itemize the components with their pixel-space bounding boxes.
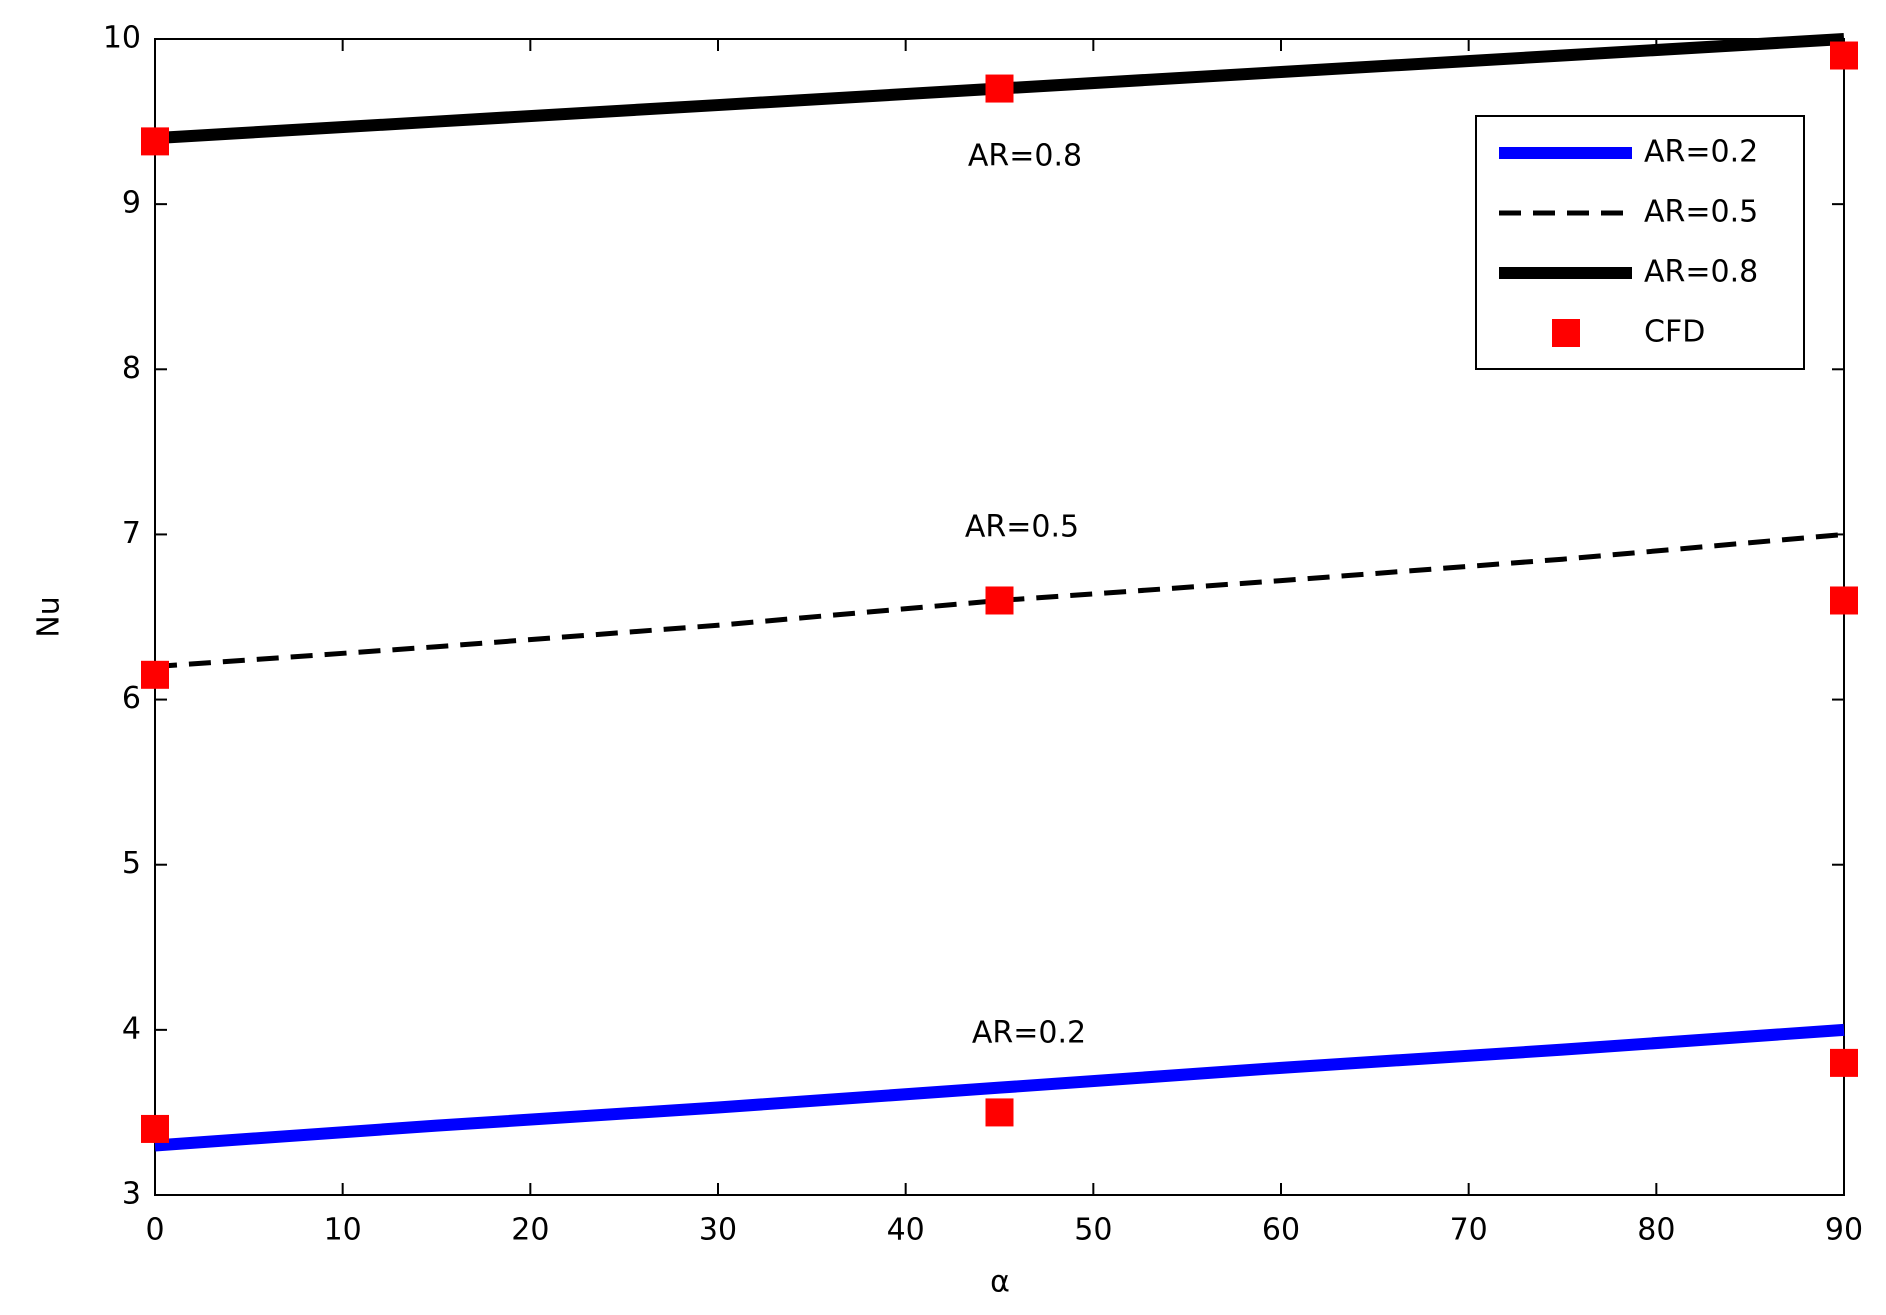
x-tick-label: 50 [1074, 1213, 1112, 1248]
x-tick-label: 20 [511, 1213, 549, 1248]
cfd-marker [1830, 1048, 1858, 1077]
x-tick-label: 60 [1262, 1213, 1300, 1248]
x-tick-label: 0 [145, 1213, 164, 1248]
y-tick-label: 10 [103, 21, 141, 56]
y-tick-label: 4 [122, 1011, 141, 1046]
legend-marker [1552, 319, 1580, 347]
legend-label: AR=0.2 [1644, 135, 1758, 170]
x-tick-label: 80 [1637, 1213, 1675, 1248]
legend-label: CFD [1644, 315, 1705, 350]
x-tick-label: 30 [699, 1213, 737, 1248]
y-tick-label: 6 [122, 681, 141, 716]
cfd-marker [141, 660, 169, 689]
legend-label: AR=0.8 [1644, 255, 1758, 290]
cfd-marker [141, 127, 169, 156]
cfd-marker [1830, 41, 1858, 70]
legend-label: AR=0.5 [1644, 195, 1758, 230]
series-line [154, 531, 1845, 670]
x-axis-label: α [990, 1265, 1010, 1300]
x-tick-label: 90 [1825, 1213, 1863, 1248]
x-tick-label: 10 [324, 1213, 362, 1248]
x-tick-label: 40 [887, 1213, 925, 1248]
cfd-marker [1830, 586, 1858, 615]
y-tick-label: 3 [122, 1177, 141, 1212]
annotation: AR=0.5 [965, 510, 1079, 545]
y-tick-label: 8 [122, 351, 141, 386]
cfd-marker [985, 74, 1014, 103]
cfd-marker [141, 1114, 169, 1143]
x-tick-label: 70 [1450, 1213, 1488, 1248]
annotation: AR=0.8 [968, 139, 1082, 174]
cfd-marker [985, 1098, 1014, 1127]
y-tick-label: 9 [122, 186, 141, 221]
y-tick-label: 7 [122, 516, 141, 551]
annotation: AR=0.2 [972, 1016, 1086, 1051]
y-axis-label: Nu [32, 596, 67, 637]
series-line [154, 1023, 1845, 1152]
y-tick-label: 5 [122, 846, 141, 881]
cfd-marker [985, 586, 1014, 615]
